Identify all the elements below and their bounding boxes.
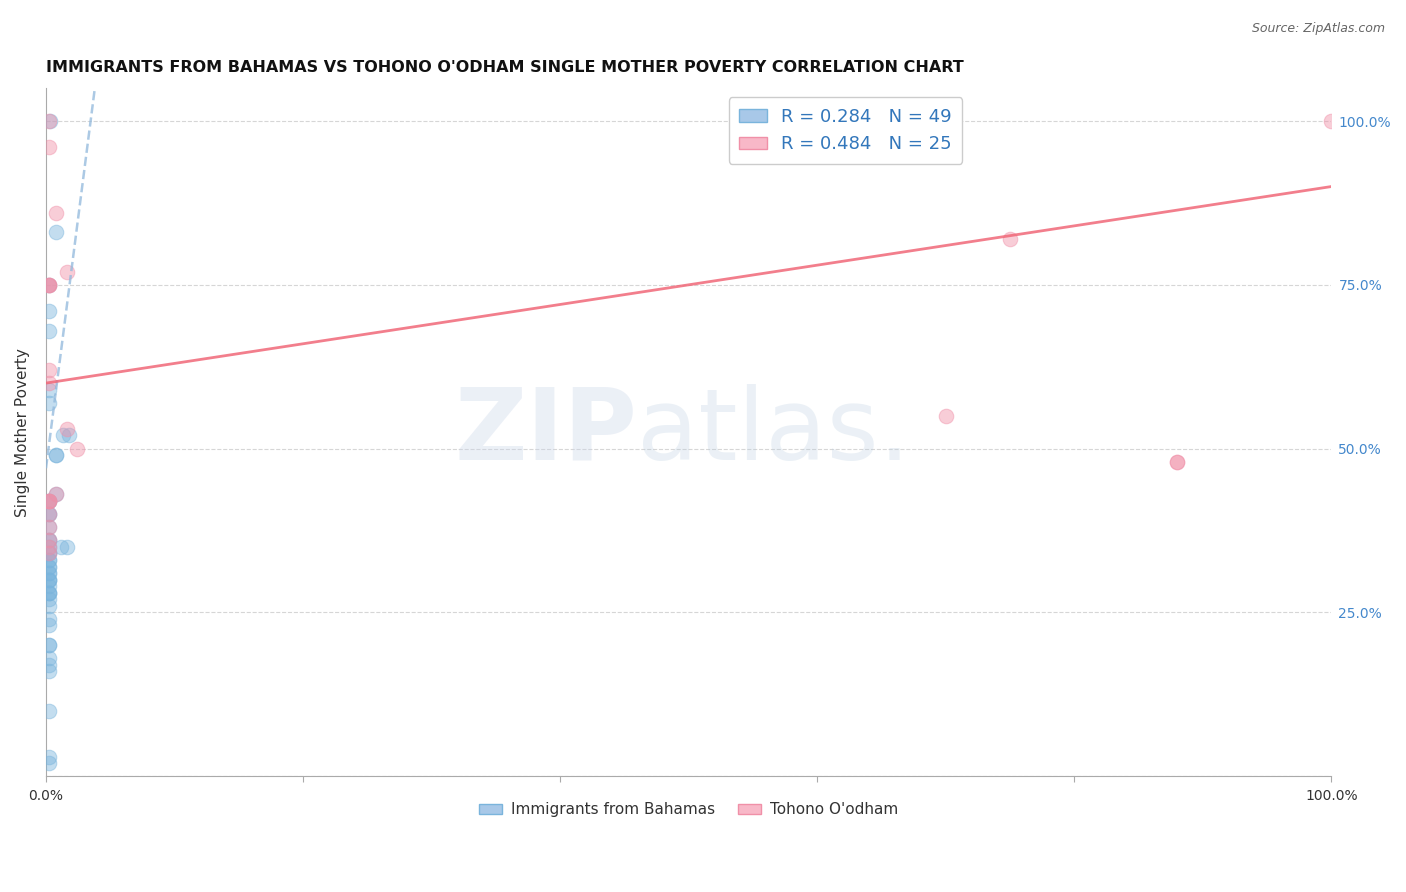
Point — [38, 612, 60, 626]
Point — [38, 553, 60, 567]
Point — [38, 553, 60, 567]
Point — [38, 383, 60, 397]
Point — [45, 487, 67, 501]
Y-axis label: Single Mother Poverty: Single Mother Poverty — [15, 348, 30, 516]
Text: IMMIGRANTS FROM BAHAMAS VS TOHONO O'ODHAM SINGLE MOTHER POVERTY CORRELATION CHAR: IMMIGRANTS FROM BAHAMAS VS TOHONO O'ODHA… — [46, 60, 963, 75]
Point — [38, 566, 60, 580]
Point — [38, 533, 60, 548]
Point — [38, 304, 60, 318]
Point — [38, 559, 60, 574]
Point — [38, 277, 60, 292]
Point — [38, 546, 60, 560]
Point — [38, 657, 60, 672]
Point — [38, 507, 60, 521]
Legend: Immigrants from Bahamas, Tohono O'odham: Immigrants from Bahamas, Tohono O'odham — [472, 797, 904, 823]
Point — [38, 277, 60, 292]
Point — [38, 363, 60, 377]
Point — [38, 540, 60, 554]
Text: ZIP: ZIP — [454, 384, 637, 481]
Point — [52, 428, 75, 442]
Point — [55, 540, 77, 554]
Point — [1166, 455, 1188, 469]
Point — [1320, 114, 1343, 128]
Point — [38, 546, 60, 560]
Point — [38, 579, 60, 593]
Point — [38, 638, 60, 652]
Point — [1166, 455, 1188, 469]
Point — [38, 494, 60, 508]
Point — [38, 507, 60, 521]
Point — [38, 618, 60, 632]
Point — [66, 442, 89, 456]
Point — [38, 520, 60, 534]
Point — [38, 566, 60, 580]
Point — [38, 546, 60, 560]
Point — [38, 277, 60, 292]
Point — [38, 599, 60, 613]
Point — [45, 226, 67, 240]
Point — [38, 494, 60, 508]
Point — [38, 585, 60, 599]
Point — [935, 409, 957, 423]
Point — [38, 114, 60, 128]
Point — [55, 422, 77, 436]
Point — [38, 585, 60, 599]
Point — [38, 559, 60, 574]
Point — [38, 540, 60, 554]
Point — [38, 494, 60, 508]
Point — [51, 540, 73, 554]
Point — [38, 114, 60, 128]
Point — [38, 638, 60, 652]
Point — [38, 592, 60, 607]
Point — [38, 324, 60, 338]
Text: atlas.: atlas. — [637, 384, 911, 481]
Point — [38, 494, 60, 508]
Point — [55, 265, 77, 279]
Point — [38, 533, 60, 548]
Point — [58, 428, 80, 442]
Point — [38, 533, 60, 548]
Point — [38, 573, 60, 587]
Point — [38, 376, 60, 390]
Point — [38, 651, 60, 665]
Point — [38, 395, 60, 409]
Point — [38, 507, 60, 521]
Point — [38, 520, 60, 534]
Point — [45, 448, 67, 462]
Point — [45, 448, 67, 462]
Point — [38, 704, 60, 718]
Point — [38, 756, 60, 770]
Point — [38, 140, 60, 154]
Point — [38, 665, 60, 679]
Point — [45, 206, 67, 220]
Point — [38, 277, 60, 292]
Point — [45, 487, 67, 501]
Point — [38, 585, 60, 599]
Point — [38, 573, 60, 587]
Point — [998, 232, 1021, 246]
Text: Source: ZipAtlas.com: Source: ZipAtlas.com — [1251, 22, 1385, 36]
Point — [38, 573, 60, 587]
Point — [38, 494, 60, 508]
Point — [38, 749, 60, 764]
